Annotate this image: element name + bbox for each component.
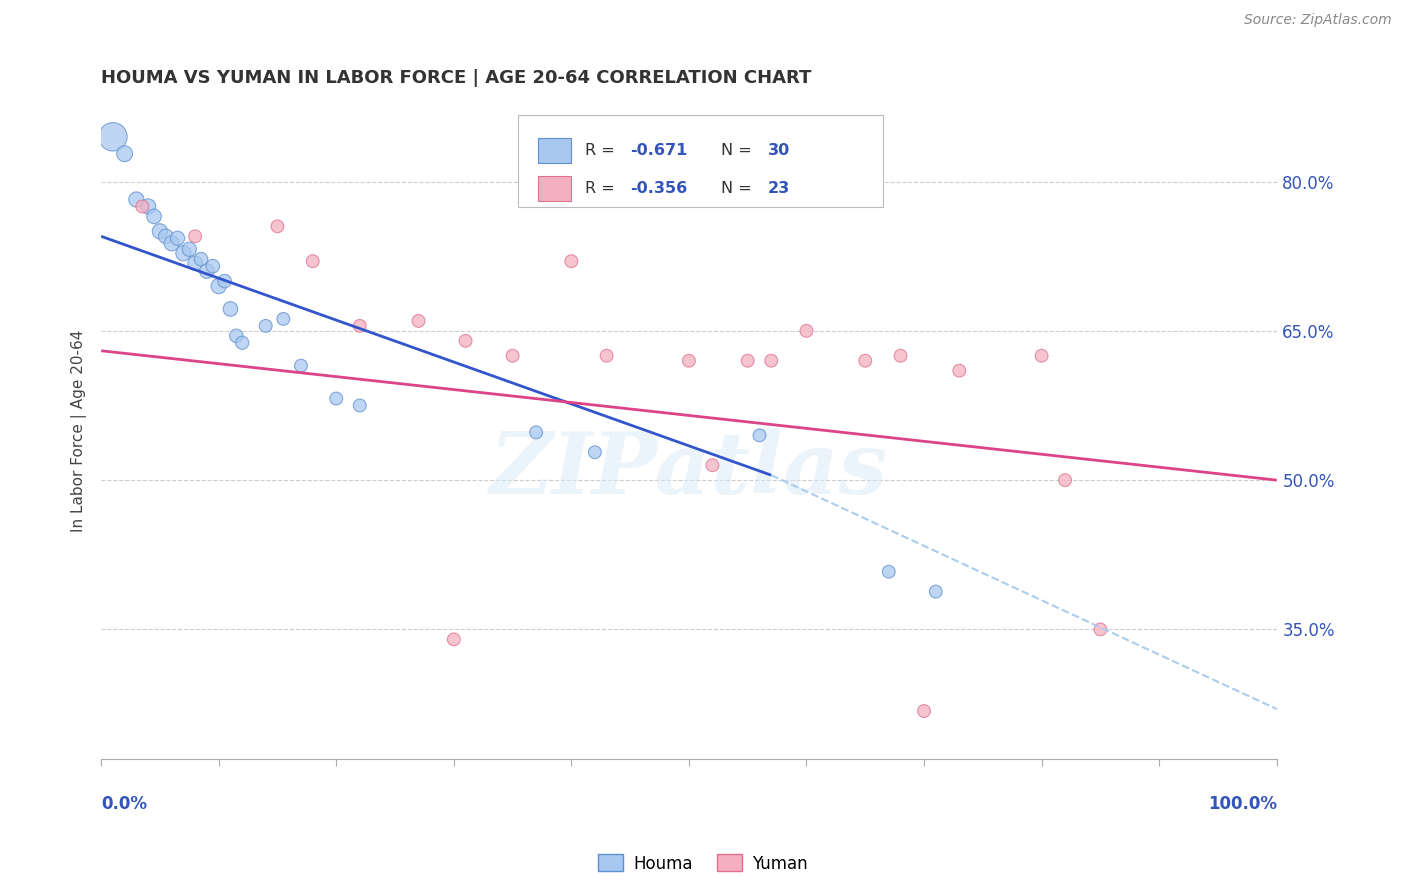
Point [290,359,312,373]
Point [143,210,166,224]
Legend: Houma, Yuman: Houma, Yuman [592,847,814,880]
Point [114,146,136,161]
FancyBboxPatch shape [519,115,883,207]
Text: HOUMA VS YUMAN IN LABOR FORCE | AGE 20-64 CORRELATION CHART: HOUMA VS YUMAN IN LABOR FORCE | AGE 20-6… [101,69,811,87]
Point [524,425,547,440]
Point [349,318,371,333]
Point [190,252,212,267]
Point [225,328,247,343]
Point [912,704,935,718]
Text: -0.671: -0.671 [630,143,688,158]
Point [454,334,477,348]
Point [502,349,524,363]
Point [179,242,201,256]
Point [214,274,236,288]
Point [349,399,371,413]
Point [443,632,465,647]
Bar [538,138,571,163]
Point [208,279,231,293]
Point [702,458,724,473]
Point [1090,623,1112,637]
Text: R =: R = [585,181,620,196]
Point [131,199,153,213]
Text: 30: 30 [768,143,790,158]
Point [184,229,207,244]
Point [925,584,948,599]
Point [678,353,700,368]
Text: R =: R = [585,143,620,158]
Text: 23: 23 [768,181,790,196]
Bar [538,177,571,202]
Point [273,312,295,326]
Point [889,349,911,363]
Point [796,324,818,338]
Text: 100.0%: 100.0% [1208,795,1277,813]
Point [101,129,124,144]
Point [737,353,759,368]
Point [1031,349,1053,363]
Point [195,264,218,278]
Point [948,364,970,378]
Y-axis label: In Labor Force | Age 20-64: In Labor Force | Age 20-64 [72,329,87,532]
Text: N =: N = [721,143,756,158]
Point [325,392,347,406]
Point [172,246,194,260]
Text: N =: N = [721,181,756,196]
Point [301,254,323,268]
Point [583,445,606,459]
Text: -0.356: -0.356 [630,181,688,196]
Point [266,219,288,234]
Point [877,565,900,579]
Text: Source: ZipAtlas.com: Source: ZipAtlas.com [1244,13,1392,28]
Point [149,224,172,238]
Point [853,353,876,368]
Point [219,301,242,316]
Point [184,256,207,270]
Point [125,193,148,207]
Text: ZIPatlas: ZIPatlas [489,428,889,511]
Point [136,199,159,213]
Point [1054,473,1077,487]
Text: 0.0%: 0.0% [101,795,148,813]
Point [560,254,582,268]
Point [166,231,188,245]
Point [201,259,224,273]
Point [748,428,770,442]
Point [231,335,253,350]
Point [595,349,617,363]
Point [254,318,277,333]
Point [160,236,183,251]
Point [408,314,430,328]
Point [761,353,783,368]
Point [155,229,177,244]
